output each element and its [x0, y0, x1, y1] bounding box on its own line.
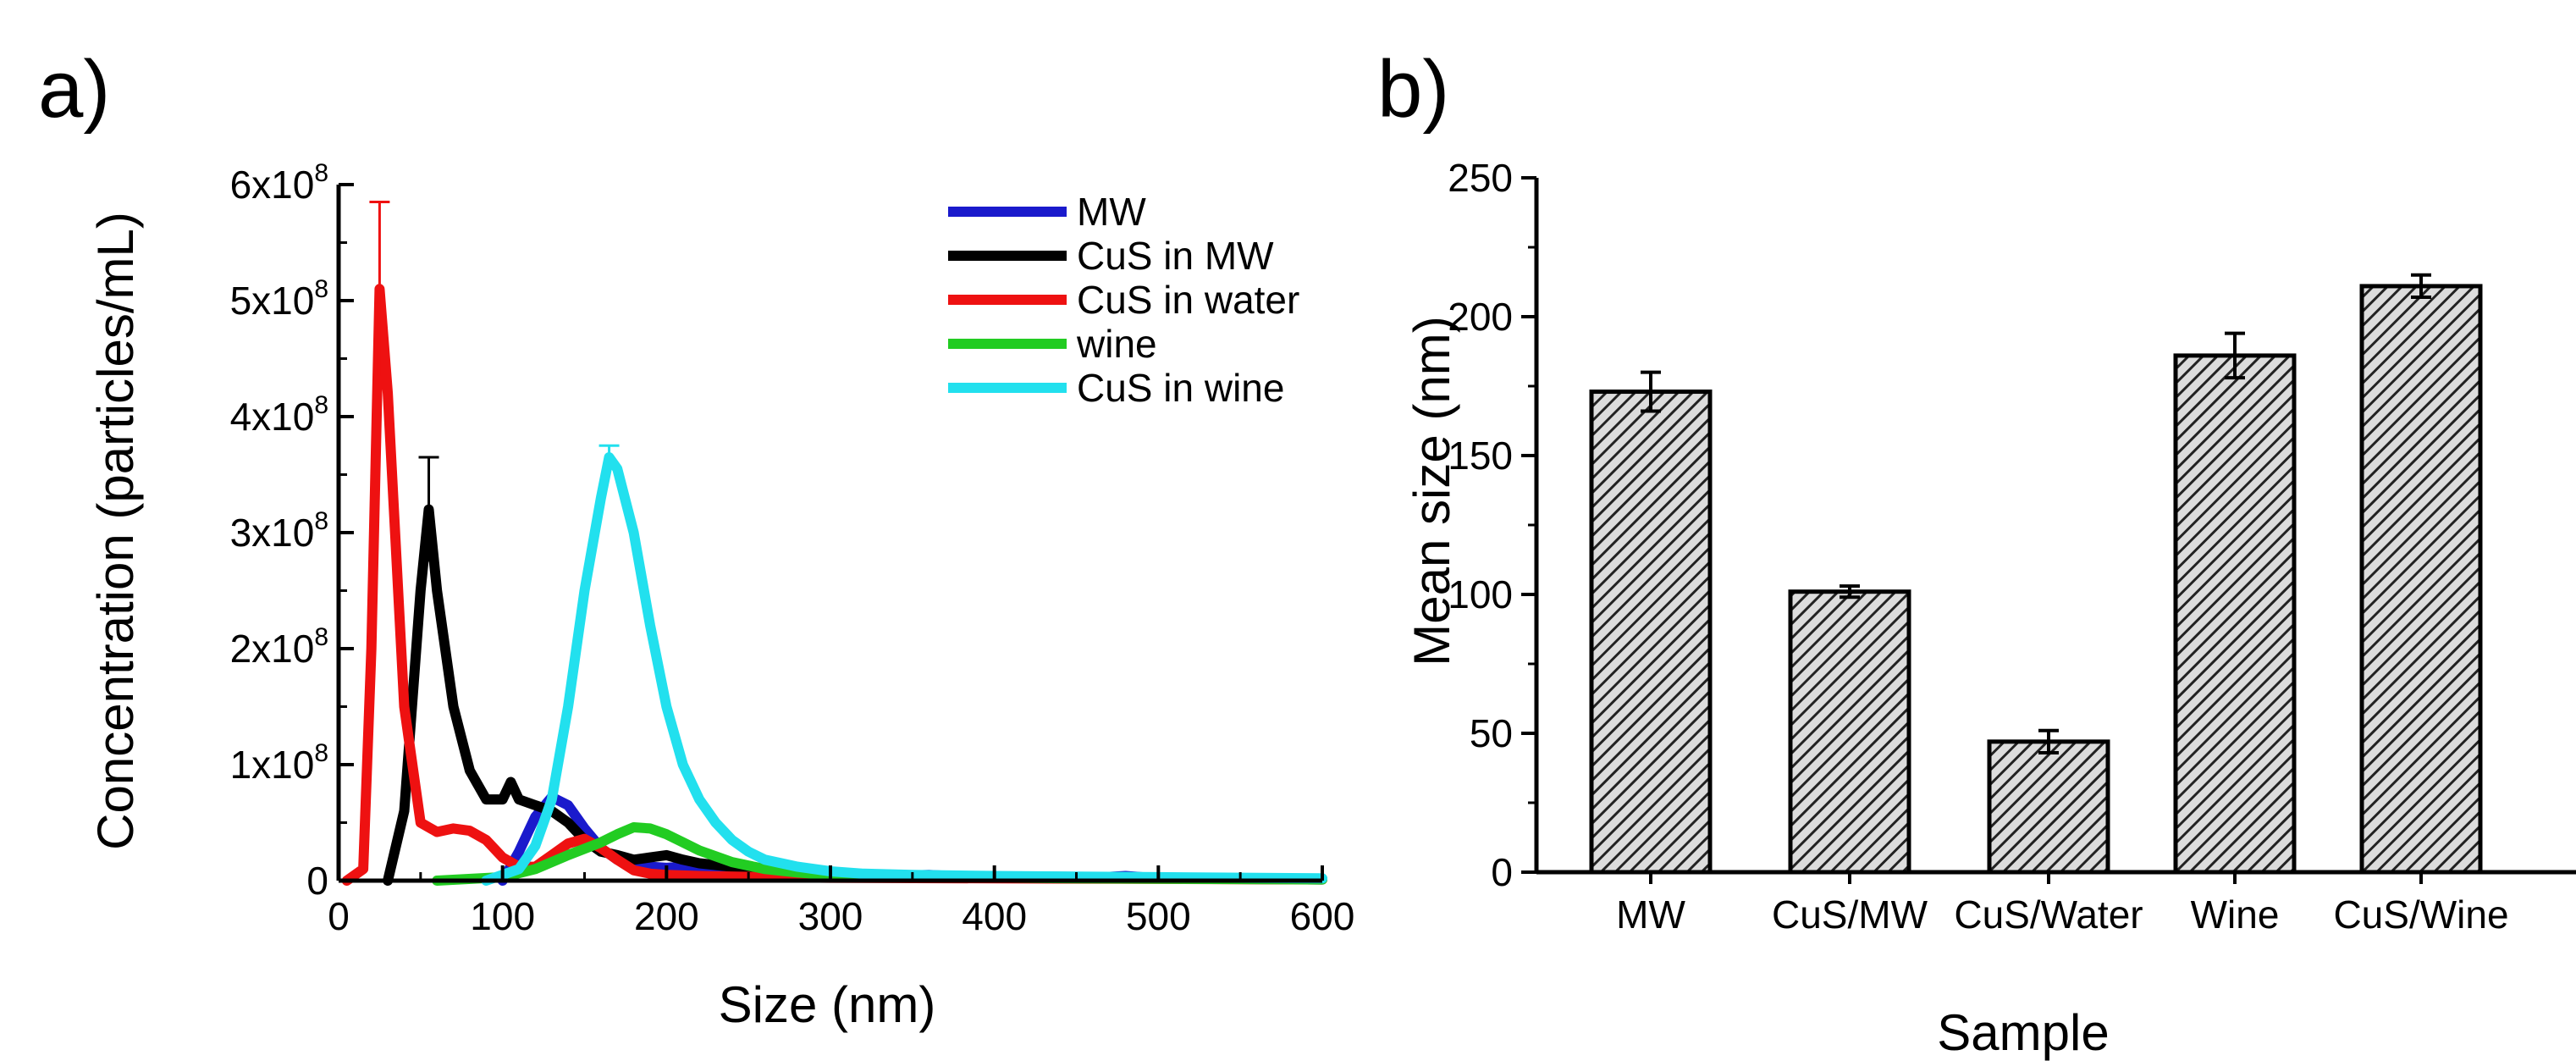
legend-label-2: CuS in water — [1077, 278, 1299, 322]
x-tick-label-3: 300 — [798, 894, 863, 938]
y-tick-label-0: 0 — [306, 859, 328, 903]
y-axis-title: Concentration (particles/mL) — [87, 212, 144, 850]
panel-a-label: a) — [38, 44, 110, 135]
y-tick-label-b-0: 0 — [1491, 850, 1513, 894]
x-tick-label-b-4: CuS/Wine — [2333, 892, 2508, 937]
y-tick-label-b-3: 150 — [1448, 434, 1513, 478]
bar-2 — [1987, 739, 2110, 875]
panel-b-label: b) — [1377, 44, 1449, 135]
x-tick-label-5: 500 — [1126, 894, 1191, 938]
x-tick-label-b-0: MW — [1616, 892, 1685, 937]
y-tick-label-6: 6x108 — [230, 159, 328, 207]
y-tick-label-b-1: 50 — [1470, 711, 1513, 755]
y-tick-label-b-2: 100 — [1448, 572, 1513, 616]
bar-chart-panel: b) 0 50 100 150 200 250 MW CuS/MW CuS/Water Wine C… — [1377, 44, 2576, 1061]
x-tick-label-2: 200 — [634, 894, 699, 938]
y-tick-label-1: 1x108 — [230, 739, 328, 787]
x-tick-label-b-3: Wine — [2191, 892, 2280, 937]
bar-1 — [1788, 589, 1911, 875]
legend-label-3: wine — [1076, 322, 1157, 366]
bar-4 — [2359, 284, 2483, 875]
x-axis-title-b: Sample — [1937, 1004, 2109, 1061]
series-line-4 — [481, 452, 1327, 886]
x-tick-label-6: 600 — [1290, 894, 1355, 938]
x-tick-label-0: 0 — [328, 894, 350, 938]
x-tick-label-4: 400 — [962, 894, 1027, 938]
y-axis-title-b: Mean size (nm) — [1404, 316, 1460, 666]
y-tick-label-2: 2x108 — [230, 623, 328, 671]
x-tick-label-b-2: CuS/Water — [1954, 892, 2143, 937]
bar-0 — [1589, 390, 1713, 875]
line-chart-panel: a) 0 100 200 300 400 500 600 0 1x108 2x108 3x108 4x… — [38, 44, 1354, 1033]
y-tick-label-5: 5x108 — [230, 275, 328, 323]
y-tick-label-b-5: 250 — [1448, 156, 1513, 200]
legend-label-4: CuS in wine — [1077, 366, 1284, 410]
y-tick-label-3: 3x108 — [230, 507, 328, 555]
bar-3 — [2173, 353, 2297, 875]
x-tick-label-b-1: CuS/MW — [1772, 892, 1928, 937]
x-axis-title: Size (nm) — [719, 976, 936, 1033]
x-tick-label-1: 100 — [470, 894, 535, 938]
legend-label-1: CuS in MW — [1077, 234, 1274, 278]
legend-label-0: MW — [1077, 190, 1146, 234]
y-tick-label-4: 4x108 — [230, 391, 328, 439]
y-tick-label-b-4: 200 — [1448, 295, 1513, 339]
